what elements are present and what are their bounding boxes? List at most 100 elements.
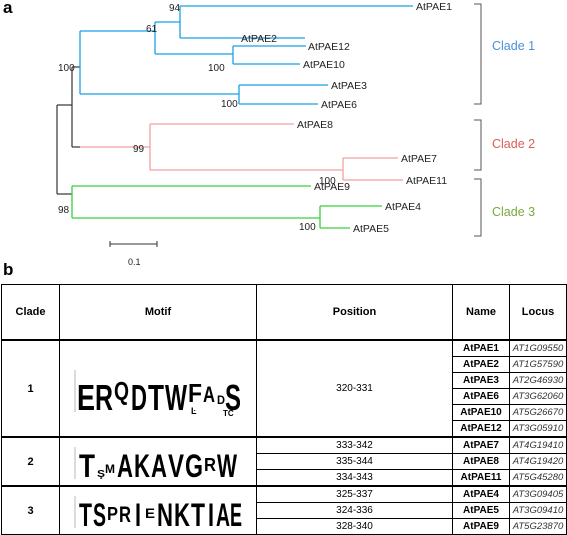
svg-text:R: R: [204, 455, 216, 475]
svg-text:W: W: [217, 448, 238, 483]
svg-text:V: V: [168, 448, 184, 483]
bootstrap-value: 100: [221, 99, 238, 110]
svg-text:R: R: [119, 502, 131, 527]
name-cell: AtPAE9: [452, 518, 510, 535]
sequence-logo-1: E R Q D T W F A D S Ŀ TC: [74, 369, 241, 418]
svg-text:K: K: [174, 497, 190, 532]
bootstrap-value: 100: [208, 63, 225, 74]
table-row: 328-340 AtPAE9 AT5G23870: [2, 518, 567, 535]
name-cell: AtPAE3: [452, 372, 510, 389]
leaf-label: AtPAE6: [321, 99, 357, 111]
table-row: AtPAE6 AT3G62060: [2, 388, 567, 405]
svg-text:D: D: [217, 393, 225, 407]
table-row: AtPAE12 AT3G05910: [2, 420, 567, 438]
panel-label-b: b: [3, 260, 14, 279]
position-cell: 333-342: [256, 436, 453, 454]
svg-text:F: F: [188, 378, 202, 408]
leaf-label: AtPAE4: [385, 201, 421, 213]
table-row: 334-343 AtPAE11 AT5G45280: [2, 469, 567, 487]
bootstrap-value: 99: [133, 144, 145, 155]
clade-1-branches: [79, 5, 413, 105]
bootstrap-value: 98: [58, 205, 70, 216]
leaf-label: AtPAE7: [401, 153, 437, 165]
leaf-label: AtPAE11: [406, 175, 447, 187]
table-row: 1 E R Q D T W F A D S Ŀ TC 320-: [1, 339, 567, 438]
clade-cell: 3: [1, 485, 60, 535]
leaf-label: AtPAE3: [331, 80, 367, 92]
clade-brackets: [474, 3, 482, 237]
clade-label-3: Clade 3: [492, 205, 535, 219]
locus-cell: AT5G26670: [509, 404, 567, 421]
svg-text:I: I: [135, 497, 141, 532]
motif-logo-cell: E R Q D T W F A D S Ŀ TC: [59, 339, 257, 438]
name-cell: AtPAE7: [452, 436, 510, 454]
sequence-logo-2: T Ş M A K A V G R W: [74, 446, 238, 483]
motif-logo-cell: T Ş M A K A V G R W: [59, 436, 257, 487]
locus-cell: AT3G05910: [509, 420, 567, 438]
motif-table: Clade Motif Position Name Locus 1 E R Q …: [1, 284, 567, 535]
position-cell: 325-337: [256, 485, 453, 503]
scale-bar: 0.1: [109, 241, 158, 267]
table-row: 2 T Ş M A K A V G R W 333-342 AtPAE7 AT: [1, 436, 567, 487]
header-motif: Motif: [59, 284, 257, 341]
locus-cell: AT5G23870: [509, 518, 567, 535]
leaf-labels: AtPAE1 AtPAE2 AtPAE12 AtPAE10 AtPAE3 AtP…: [241, 1, 452, 235]
bootstrap-value: 100: [58, 63, 75, 74]
header-clade: Clade: [1, 284, 60, 341]
name-cell: AtPAE1: [452, 339, 510, 357]
table-row: 335-344 AtPAE8 AT4G19420: [2, 453, 567, 470]
locus-cell: AT4G19420: [509, 453, 567, 470]
svg-text:A: A: [203, 382, 215, 407]
locus-cell: AT3G62060: [509, 388, 567, 405]
leaf-label: AtPAE10: [303, 59, 345, 71]
motif-logo-cell: T S P R I E N K T I A E: [59, 485, 257, 535]
svg-text:A: A: [216, 497, 230, 532]
table-row: AtPAE3 AT2G46930: [2, 372, 567, 389]
position-cell: 335-344: [256, 453, 453, 470]
header-locus: Locus: [509, 284, 567, 341]
svg-text:R: R: [95, 377, 113, 418]
leaf-label: AtPAE9: [314, 181, 350, 193]
scale-label: 0.1: [128, 257, 141, 267]
svg-text:Ş: Ş: [97, 469, 105, 480]
bootstrap-value: 94: [169, 3, 181, 14]
svg-text:M: M: [105, 462, 115, 476]
name-cell: AtPAE10: [452, 404, 510, 421]
header-position: Position: [256, 284, 453, 341]
header-name: Name: [452, 284, 510, 341]
leaf-label: AtPAE2: [241, 33, 277, 45]
svg-text:E: E: [145, 505, 155, 521]
table-header-row: Clade Motif Position Name Locus: [1, 284, 567, 341]
locus-cell: AT3G09405: [509, 485, 567, 503]
position-cell: 328-340: [256, 518, 453, 535]
position-cell: 320-331: [256, 339, 453, 438]
clade-2-branches: [80, 123, 403, 181]
leaf-label: AtPAE8: [297, 119, 333, 131]
clade-label-2: Clade 2: [492, 137, 535, 151]
position-cell: 334-343: [256, 469, 453, 487]
name-cell: AtPAE5: [452, 502, 510, 519]
name-cell: AtPAE8: [452, 453, 510, 470]
tree-root-branches: [56, 66, 80, 195]
svg-text:T: T: [79, 497, 92, 532]
locus-cell: AT2G46930: [509, 372, 567, 389]
locus-cell: AT5G45280: [509, 469, 567, 487]
svg-text:T: T: [79, 448, 95, 483]
bootstrap-value: 61: [146, 24, 158, 35]
svg-text:E: E: [230, 497, 242, 532]
svg-text:T: T: [148, 377, 164, 418]
locus-cell: AT1G57590: [509, 356, 567, 373]
svg-text:S: S: [225, 377, 241, 418]
name-cell: AtPAE2: [452, 356, 510, 373]
svg-text:E: E: [77, 377, 95, 418]
svg-text:D: D: [131, 377, 147, 418]
clade-cell: 1: [1, 339, 60, 438]
locus-cell: AT4G19410: [509, 436, 567, 454]
table-row: 3 T S P R I E N K T I A E 325-3: [1, 485, 567, 535]
leaf-label: AtPAE5: [353, 223, 389, 235]
svg-text:W: W: [165, 377, 187, 418]
svg-text:A: A: [151, 448, 167, 483]
svg-text:T: T: [191, 497, 205, 532]
position-cell: 324-336: [256, 502, 453, 519]
leaf-label: AtPAE1: [416, 1, 452, 13]
